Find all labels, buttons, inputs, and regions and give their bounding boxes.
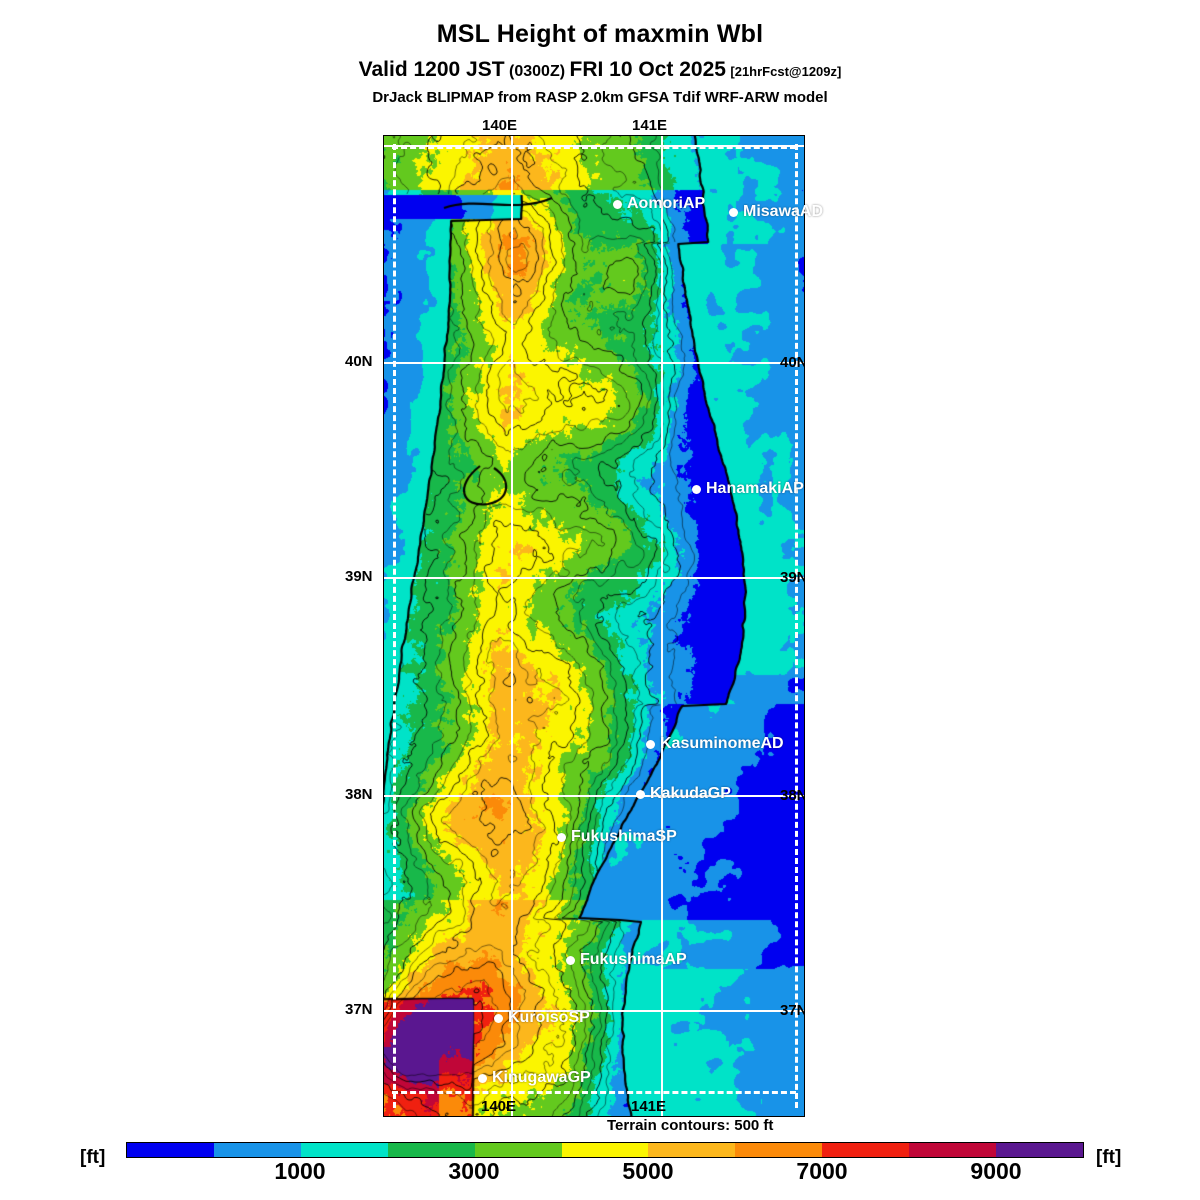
station-marker-kinugawagp[interactable]: KinugawaGP: [478, 1070, 591, 1086]
lon-label-bottom-140e: 140E: [481, 1098, 517, 1115]
colorbar-band-2000-3000: [300, 1143, 388, 1157]
station-label: MisawaAD: [743, 203, 824, 220]
station-dot-icon: [692, 484, 701, 494]
colorbar-band-9000-10000: [909, 1143, 997, 1157]
station-dot-icon: [636, 789, 645, 799]
lat-label-right-37n: 37N: [780, 1002, 805, 1019]
colorbar-band-6000-7000: [648, 1143, 736, 1157]
colorbar-tick-3000: 3000: [448, 1158, 500, 1184]
lat-label-left-37n: 37N: [345, 1001, 373, 1018]
colorbar-band-8000-9000: [822, 1143, 910, 1157]
station-marker-fukushimaap[interactable]: FukushimaAP: [566, 952, 687, 968]
station-label: KinugawaGP: [492, 1069, 591, 1086]
colorbar-unit-left: [ft]: [80, 1147, 106, 1168]
station-label: KakudaGP: [650, 785, 731, 802]
station-dot-icon: [494, 1013, 503, 1023]
lon-label-top-141e: 141E: [632, 117, 668, 134]
lat-label-right-38n: 38N: [780, 787, 805, 804]
colorbar-band-0-1000: [127, 1143, 214, 1157]
lat-label-left-40n: 40N: [345, 353, 373, 370]
colorbar[interactable]: [126, 1142, 1084, 1158]
station-dot-icon: [557, 832, 566, 842]
colorbar-tick-1000: 1000: [274, 1158, 326, 1184]
colorbar-band-5000-6000: [561, 1143, 649, 1157]
station-label: KasuminomeAD: [660, 735, 784, 752]
map-raster: [384, 136, 804, 1116]
valid-date-text: FRI 10 Oct 2025: [569, 58, 726, 81]
colorbar-tick-9000: 9000: [970, 1158, 1022, 1184]
forecast-map[interactable]: 40N 39N 38N 37N 140E 141E: [383, 135, 805, 1117]
colorbar-band-7000-8000: [735, 1143, 823, 1157]
lat-label-right-40n: 40N: [780, 354, 805, 371]
page-title: MSL Height of maxmin Wbl: [436, 20, 764, 48]
lat-label-left-38n: 38N: [345, 786, 373, 803]
lon-label-bottom-141e: 141E: [631, 1098, 667, 1115]
model-description: DrJack BLIPMAP from RASP 2.0km GFSA Tdif…: [372, 89, 828, 106]
station-dot-icon: [566, 955, 575, 965]
lon-label-top-140e: 140E: [482, 117, 518, 134]
station-marker-kakudagp[interactable]: KakudaGP: [636, 786, 731, 802]
station-dot-icon: [613, 199, 622, 209]
station-dot-icon: [478, 1073, 487, 1083]
station-marker-kuroisosp[interactable]: KuroisoSP: [494, 1010, 590, 1026]
forecast-tag-text: [21hrFcst@1209z]: [730, 64, 842, 79]
colorbar-tick-7000: 7000: [796, 1158, 848, 1184]
valid-time-text: Valid 1200 JST: [358, 58, 505, 81]
station-marker-aomoriap[interactable]: AomoriAP: [613, 196, 705, 212]
colorbar-band-10000-11000: [996, 1143, 1083, 1157]
station-label: FukushimaAP: [580, 951, 687, 968]
station-marker-kasuminomead[interactable]: KasuminomeAD: [646, 736, 784, 752]
colorbar-tick-5000: 5000: [622, 1158, 674, 1184]
station-dot-icon: [729, 207, 738, 217]
lat-label-right-39n: 39N: [780, 569, 805, 586]
station-marker-hanamakiap[interactable]: HanamakiAP: [692, 481, 804, 497]
station-label: FukushimaSP: [571, 828, 677, 845]
utc-time-text: (0300Z): [509, 63, 566, 80]
colorbar-unit-right: [ft]: [1096, 1147, 1122, 1168]
station-marker-fukushimasp[interactable]: FukushimaSP: [557, 829, 677, 845]
title-block: MSL Height of maxmin Wbl Valid 1200 JST …: [0, 0, 1200, 106]
colorbar-band-3000-4000: [387, 1143, 475, 1157]
colorbar-band-4000-5000: [474, 1143, 562, 1157]
station-label: AomoriAP: [627, 195, 706, 212]
terrain-contour-note: Terrain contours: 500 ft: [607, 1117, 774, 1134]
station-label: HanamakiAP: [706, 480, 804, 497]
lat-label-left-39n: 39N: [345, 568, 373, 585]
valid-time-line: Valid 1200 JST (0300Z) FRI 10 Oct 2025 […: [0, 59, 1200, 80]
station-marker-misawaad[interactable]: MisawaAD: [729, 204, 823, 220]
colorbar-band-1000-2000: [213, 1143, 301, 1157]
station-label: KuroisoSP: [508, 1009, 590, 1026]
station-dot-icon: [646, 739, 655, 749]
